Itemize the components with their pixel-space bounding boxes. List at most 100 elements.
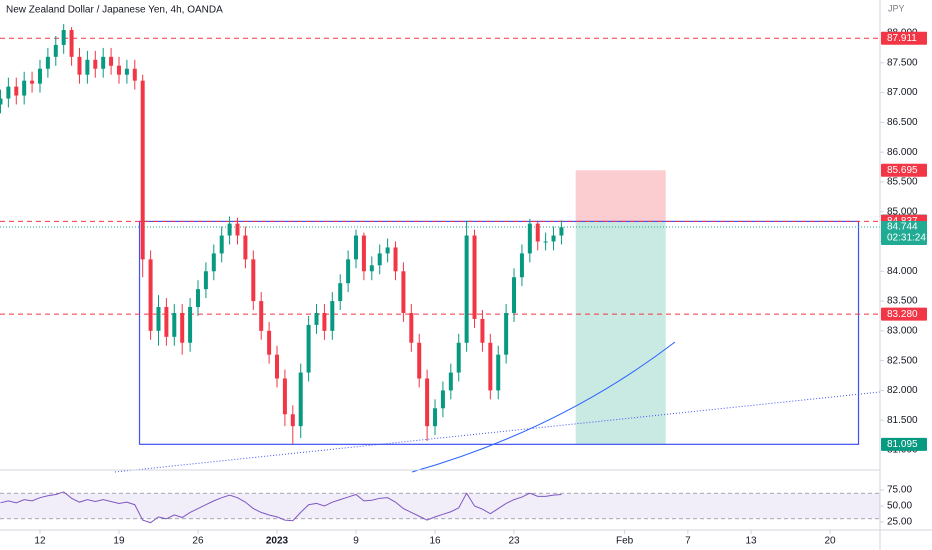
candle-body [243, 235, 248, 260]
candle-body [85, 59, 90, 75]
candle-body [369, 265, 374, 272]
x-tick-label: 23 [508, 536, 520, 547]
candle-body [535, 223, 540, 242]
candle-body [45, 56, 50, 69]
candle-body [180, 312, 185, 343]
x-tick-label: 12 [34, 536, 46, 547]
candle-body [346, 259, 351, 284]
candle-body [124, 68, 129, 75]
candle-body [69, 30, 74, 57]
candle-body [496, 354, 501, 391]
candle-body [385, 247, 390, 254]
candle-body [195, 289, 200, 308]
candle-body [188, 307, 193, 343]
candle-body [203, 271, 208, 290]
y-tick-label: 87.500 [887, 57, 918, 68]
candle-body [361, 235, 366, 272]
candle-body [37, 68, 42, 84]
x-tick-label: 16 [429, 536, 441, 547]
candle-body [551, 235, 556, 242]
candle-body [401, 271, 406, 313]
target-zone [575, 221, 666, 445]
candle-body [259, 301, 264, 331]
candle-body [472, 235, 477, 319]
x-tick-label: 20 [825, 536, 837, 547]
price-label-bg [881, 31, 927, 45]
x-tick-label: 7 [685, 536, 691, 547]
candle-body [6, 86, 11, 99]
candle-body [417, 342, 422, 379]
y-tick-label: 86.000 [887, 147, 918, 158]
candle-body [504, 312, 509, 355]
candle-body [559, 227, 564, 236]
trend-curve [411, 341, 676, 473]
candle-body [282, 378, 287, 415]
x-tick-label: Feb [616, 536, 634, 547]
y-tick-label: 50.00 [887, 501, 912, 512]
price-label: 87.911 [887, 33, 917, 44]
candle-body [14, 86, 19, 96]
candle-body [330, 301, 335, 331]
candle-body [22, 80, 27, 96]
y-tick-label: 75.00 [887, 485, 912, 496]
candle-body [425, 378, 430, 427]
candle-body [164, 307, 169, 337]
candle-body [456, 342, 461, 373]
candle-body [172, 312, 177, 337]
x-tick-label: 19 [113, 536, 125, 547]
candle-body [219, 235, 224, 254]
currency: JPY [888, 3, 905, 13]
price-label: 81.095 [887, 439, 918, 450]
candle-body [93, 59, 98, 69]
y-tick-label: 84.000 [887, 266, 918, 277]
y-tick-label: 81.500 [887, 415, 918, 426]
candle-body [480, 318, 485, 343]
y-tick-label: 82.000 [887, 385, 918, 396]
stop-zone [575, 170, 666, 222]
y-tick-label: 83.500 [887, 296, 918, 307]
candle-body [251, 259, 256, 302]
candle-body [448, 372, 453, 391]
candle-body [148, 259, 153, 331]
candle-body [354, 235, 359, 260]
candle-body [298, 372, 303, 427]
candle-body [338, 283, 343, 302]
x-tick-label: 26 [192, 536, 204, 547]
x-tick-label: 9 [353, 536, 359, 547]
candle-body [0, 98, 3, 105]
y-tick-label: 87.000 [887, 87, 918, 98]
y-tick-label: 25.00 [887, 517, 912, 528]
candle-body [393, 247, 398, 272]
price-label: 83.280 [887, 309, 918, 320]
candle-body [61, 30, 66, 45]
layer [0, 37, 880, 445]
candle-body [109, 56, 114, 66]
candle-body [433, 408, 438, 427]
candle-body [140, 80, 145, 260]
candle-body [53, 44, 58, 57]
trend-line [114, 391, 881, 473]
x-tick-label: 13 [745, 536, 757, 547]
candle-body [306, 324, 311, 373]
y-tick-label: 85.500 [887, 177, 918, 188]
candle-body [377, 253, 382, 266]
y-tick-label: 82.500 [887, 355, 918, 366]
candle-body [543, 241, 548, 243]
price-label-bg [881, 437, 927, 451]
candle-body [527, 223, 532, 254]
candle-body [101, 56, 106, 69]
price-label: 84.744 [887, 222, 918, 233]
price-label-bg [881, 163, 927, 177]
countdown: 02:31:24 [887, 233, 926, 244]
candle-body [132, 68, 137, 81]
candle-body [211, 253, 216, 272]
candle-body [275, 354, 280, 379]
candle-body [322, 312, 327, 331]
price-label-bg [881, 307, 927, 321]
y-tick-label: 86.500 [887, 117, 918, 128]
rsi-band [0, 493, 880, 519]
price-label-bg [881, 220, 927, 245]
price-label: 85.695 [887, 165, 918, 176]
candle-body [488, 342, 493, 391]
